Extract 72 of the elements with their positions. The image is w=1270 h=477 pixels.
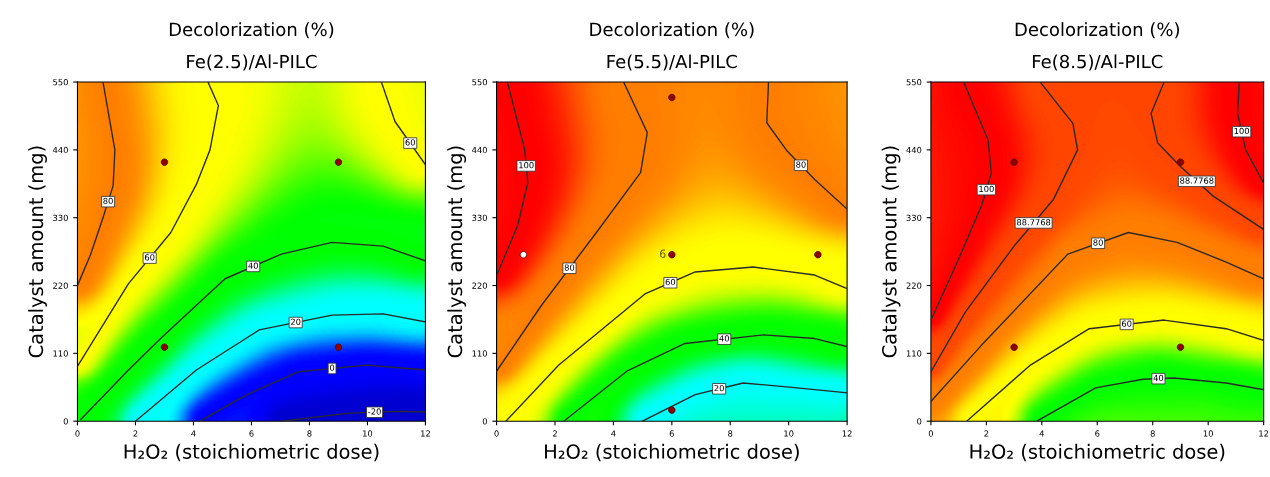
series-label: 20	[714, 384, 724, 392]
series-label: 40	[1153, 374, 1164, 382]
x-axis-title: H₂O₂ (stoichiometric dose)	[970, 443, 1225, 462]
series-label: 80	[1093, 239, 1103, 246]
series-label: 80	[564, 264, 575, 271]
x-tick-label: 12	[842, 430, 852, 437]
x-tick-label: 8	[728, 430, 733, 437]
y-tick-label: 330	[472, 214, 487, 221]
y-tick-label: 0	[482, 418, 487, 425]
x-axis-title: H₂O₂ (stoichiometric dose)	[124, 443, 379, 462]
x-tick-label: 6	[669, 430, 674, 437]
series-label: 40	[248, 262, 258, 269]
chart-subtitle: Fe(8.5)/Al-PILC	[1032, 54, 1163, 71]
series-label: 80	[103, 197, 113, 205]
y-tick-label: 440	[906, 146, 922, 154]
x-tick-label: 6	[249, 430, 254, 437]
x-tick-label: 8	[307, 430, 312, 437]
y-tick-label: 220	[53, 282, 68, 289]
series-label: 88.7768	[1180, 177, 1214, 184]
x-tick-label: 0	[75, 430, 80, 437]
y-tick-label: 0	[63, 418, 68, 425]
x-tick-label: 2	[552, 430, 557, 437]
series-label: -20	[368, 408, 381, 415]
x-tick-label: 8	[1150, 430, 1155, 437]
y-tick-label: 550	[53, 79, 68, 86]
y-tick-label: 110	[472, 350, 487, 357]
series-label: 20	[290, 318, 301, 325]
y-tick-label: 220	[906, 282, 922, 289]
y-tick-label: 0	[917, 418, 922, 425]
series-label: 100	[979, 185, 994, 193]
x-tick-label: 4	[611, 430, 616, 437]
series-label: 40	[719, 335, 730, 342]
y-axis-title: Catalyst amount (mg)	[881, 146, 901, 358]
y-tick-label: 110	[906, 350, 922, 357]
chart-subtitle: Fe(2.5)/Al-PILC	[187, 54, 317, 71]
y-tick-label: 110	[53, 350, 68, 357]
chart-subtitle: Fe(5.5)/Al-PILC	[607, 54, 737, 71]
y-tick-label: 550	[472, 79, 487, 86]
x-tick-label: 12	[1259, 430, 1269, 437]
x-tick-label: 6	[1095, 430, 1100, 437]
series-label: 60	[1121, 320, 1132, 327]
series-label: 88.7768	[1016, 219, 1051, 226]
series-label: 60	[665, 278, 676, 286]
series-label: 100	[519, 162, 534, 169]
x-tick-label: 12	[421, 430, 430, 437]
series-label: 60	[144, 254, 155, 261]
x-tick-label: 4	[1039, 430, 1045, 437]
x-tick-label: 0	[494, 430, 499, 437]
x-tick-label: 2	[133, 430, 138, 437]
series-label: 100	[1234, 127, 1250, 135]
y-tick-label: 440	[472, 146, 487, 154]
chart-title: Decolorization (%)	[169, 22, 334, 39]
series-label: 80	[796, 161, 806, 168]
x-tick-label: 2	[984, 430, 989, 437]
x-tick-label: 0	[928, 430, 934, 437]
y-axis-title: Catalyst amount (mg)	[28, 146, 47, 358]
x-axis-title: H₂O₂ (stoichiometric dose)	[545, 443, 799, 462]
y-axis-title: Catalyst amount (mg)	[447, 146, 467, 358]
y-tick-label: 550	[906, 79, 922, 86]
y-tick-label: 220	[472, 282, 487, 289]
series-label: 0	[329, 364, 335, 371]
y-tick-label: 440	[52, 146, 68, 154]
y-tick-label: 330	[53, 214, 68, 221]
x-tick-label: 4	[191, 430, 196, 437]
x-tick-label: 10	[1203, 430, 1213, 437]
chart-title: Decolorization (%)	[590, 22, 754, 39]
chart-title: Decolorization (%)	[1015, 22, 1180, 39]
series-label: 60	[405, 139, 415, 146]
y-tick-label: 330	[906, 214, 922, 221]
x-tick-label: 10	[363, 430, 373, 437]
x-tick-label: 10	[784, 430, 794, 437]
annotation: 6	[659, 249, 666, 258]
